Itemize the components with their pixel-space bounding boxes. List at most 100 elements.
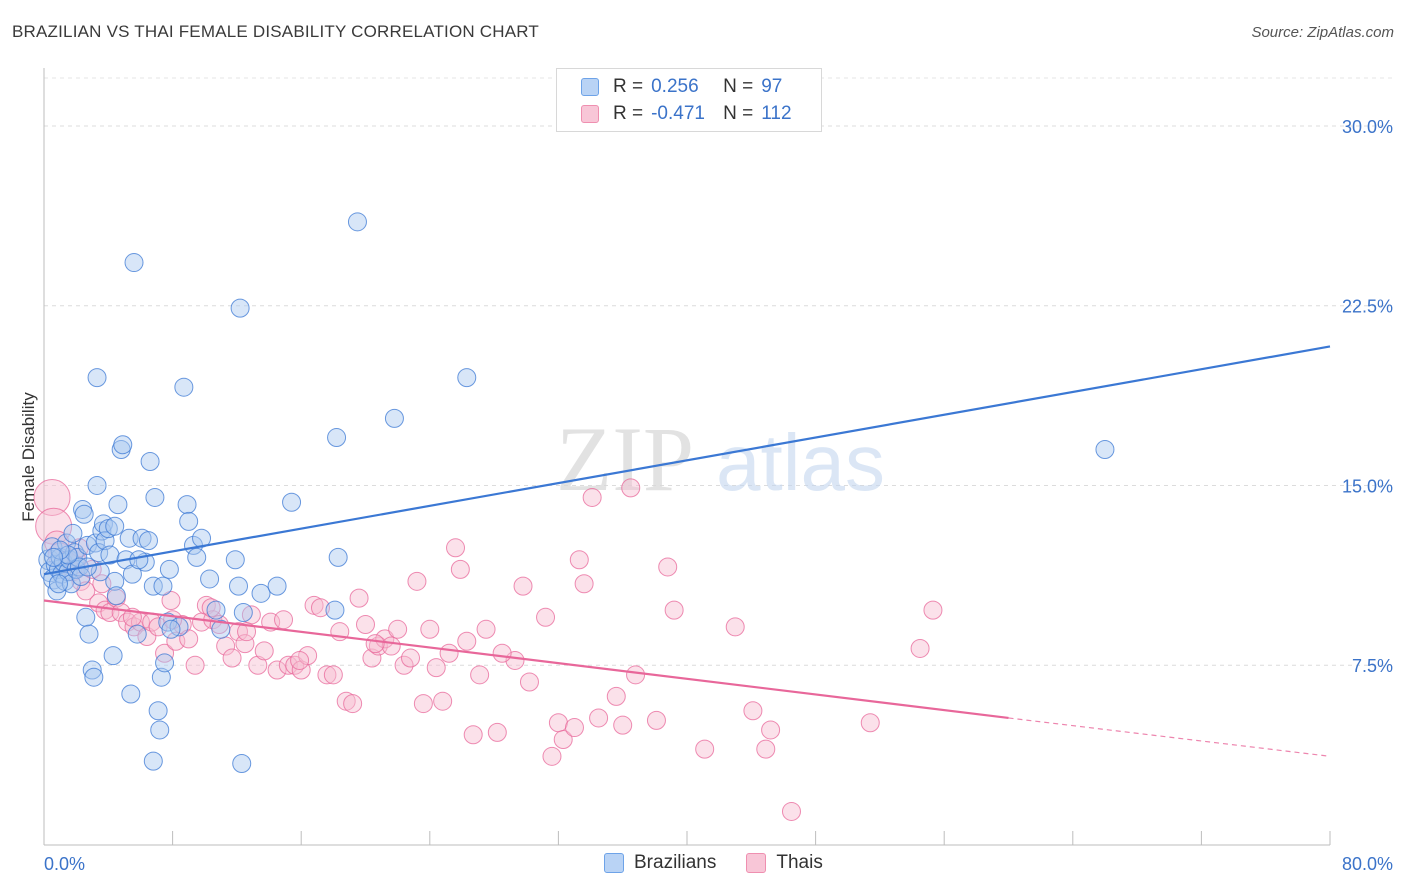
data-point-thais <box>569 550 589 570</box>
source-label: Source: ZipAtlas.com <box>1251 24 1394 41</box>
data-point-brazilians <box>328 547 348 567</box>
y-tick-label: 22.5% <box>1342 297 1393 317</box>
data-point-thais <box>513 576 533 596</box>
data-point-brazilians <box>153 576 173 596</box>
trend-line-brazilians <box>43 345 1331 576</box>
data-point-thais <box>267 660 287 680</box>
data-point-brazilians <box>44 547 64 567</box>
chart-title: BRAZILIAN VS THAI FEMALE DISABILITY CORR… <box>12 22 540 41</box>
data-point-brazilians <box>57 533 77 553</box>
data-point-brazilians <box>106 586 126 606</box>
data-point-thais <box>542 746 562 766</box>
data-point-thais <box>626 665 646 685</box>
data-point-thais <box>185 655 205 675</box>
legend-row-brazilians: R = 0.256 N = 97 <box>581 75 782 99</box>
data-point-thais <box>388 619 408 639</box>
data-point-brazilians <box>122 564 142 584</box>
data-point-thais <box>222 648 242 668</box>
data-point-brazilians <box>140 452 160 471</box>
data-point-brazilians <box>179 511 199 531</box>
data-point-thais <box>695 739 715 759</box>
data-point-brazilians <box>127 624 147 644</box>
data-point-thais <box>362 648 382 668</box>
y-axis-label: Female Disability <box>19 392 38 522</box>
legend-item-thais[interactable]: Thais <box>746 852 823 874</box>
data-point-brazilians <box>206 600 226 620</box>
legend-label-brazilians: Brazilians <box>634 852 717 873</box>
data-point-brazilians <box>327 428 347 448</box>
trend-line-thais <box>43 599 1009 720</box>
data-point-brazilians <box>103 646 123 666</box>
legend-n-label: N = <box>723 103 754 124</box>
data-point-thais <box>646 710 666 730</box>
data-point-thais <box>553 730 573 750</box>
data-point-thais <box>923 600 943 620</box>
data-point-thais <box>426 658 446 678</box>
series-brazilians-points <box>38 212 1115 774</box>
data-point-thais <box>761 720 781 740</box>
data-point-thais <box>274 610 294 630</box>
data-point-thais <box>248 655 268 675</box>
data-point-brazilians <box>63 523 83 543</box>
data-point-brazilians <box>282 492 302 512</box>
data-point-thais <box>450 559 470 579</box>
data-point-thais <box>349 588 369 608</box>
legend-item-brazilians[interactable]: Brazilians <box>604 852 716 874</box>
data-point-thais <box>365 634 385 654</box>
data-point-brazilians <box>211 619 231 639</box>
data-point-thais <box>155 643 175 663</box>
data-point-brazilians <box>143 751 163 771</box>
data-point-brazilians <box>267 576 287 596</box>
data-point-thais <box>394 655 414 675</box>
data-point-brazilians <box>161 619 181 639</box>
data-point-thais <box>613 715 633 735</box>
data-point-thais <box>756 739 776 759</box>
data-point-thais <box>574 574 594 594</box>
data-point-brazilians <box>143 576 163 596</box>
data-point-thais <box>621 478 641 498</box>
data-point-thais <box>237 622 257 642</box>
data-point-brazilians <box>87 368 107 388</box>
data-point-brazilians <box>87 475 107 495</box>
legend-swatch-brazilians <box>581 78 599 96</box>
data-point-brazilians <box>48 574 68 594</box>
data-point-brazilians <box>457 368 477 388</box>
data-point-brazilians <box>200 569 220 589</box>
x-tick-label: 0.0% <box>44 854 85 874</box>
y-tick-label: 7.5% <box>1352 656 1393 676</box>
data-point-brazilians <box>230 298 250 318</box>
data-point-thais <box>278 655 298 675</box>
data-point-brazilians <box>148 701 168 721</box>
legend-box: R = 0.256 N = 97 R = -0.471 N = 112 <box>556 68 822 132</box>
legend-r-value: -0.471 <box>651 103 705 124</box>
data-point-brazilians <box>121 684 141 704</box>
axes <box>43 68 1331 846</box>
data-point-thais <box>664 600 684 620</box>
data-point-brazilians <box>159 559 179 579</box>
data-point-thais <box>291 660 311 680</box>
tick-labels: 7.5% 15.0% 22.5% 30.0% 0.0% 80.0% <box>44 117 1393 874</box>
data-point-thais <box>589 708 609 728</box>
data-point-brazilians <box>50 540 70 560</box>
data-point-thais <box>317 665 337 685</box>
data-point-brazilians <box>105 516 125 536</box>
data-point-brazilians <box>1095 440 1115 460</box>
data-point-thais <box>470 665 490 685</box>
x-tick-label: 80.0% <box>1342 854 1393 874</box>
data-point-brazilians <box>84 667 104 687</box>
data-point-thais <box>413 694 433 714</box>
data-point-thais <box>381 636 401 656</box>
watermark-zip: ZIP <box>556 408 694 510</box>
data-point-brazilians <box>76 607 96 627</box>
trend-line-thais-extension <box>1008 717 1331 757</box>
data-point-brazilians <box>325 600 345 620</box>
data-point-brazilians <box>232 754 252 774</box>
data-point-brazilians <box>251 583 271 603</box>
data-point-thais <box>407 571 427 591</box>
series-thais-points <box>33 478 943 821</box>
data-point-thais <box>519 672 539 692</box>
data-point-brazilians <box>225 550 245 570</box>
data-point-brazilians <box>145 487 165 507</box>
data-point-brazilians <box>384 408 404 428</box>
